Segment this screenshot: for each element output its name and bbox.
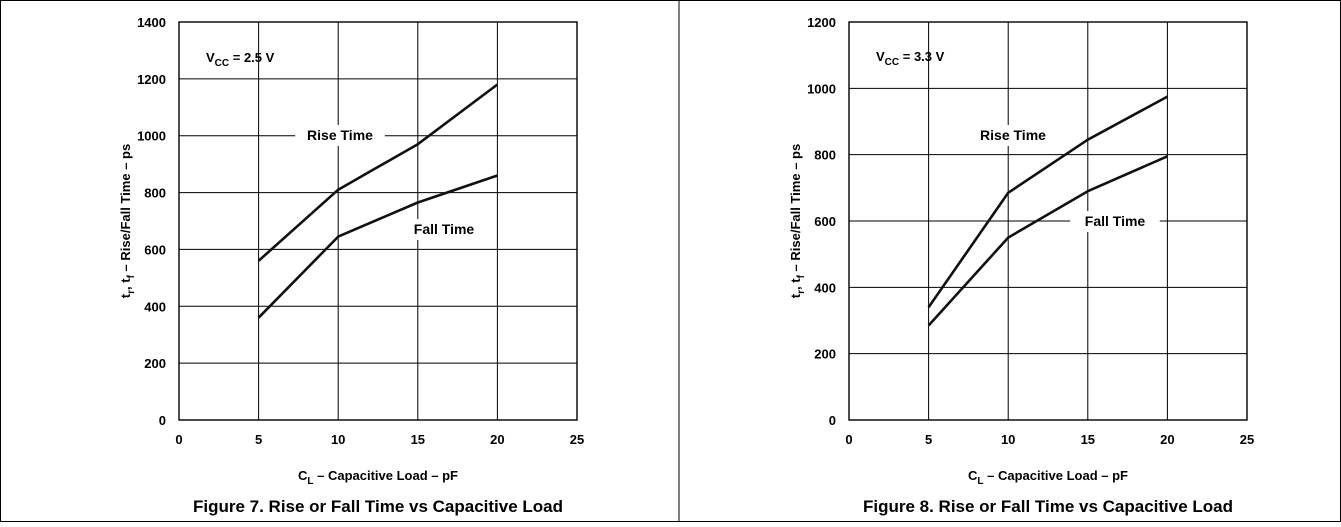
y-tick-label: 400 (144, 299, 166, 314)
y-tick-label: 600 (814, 214, 836, 229)
x-tick-label: 10 (331, 432, 345, 447)
y-tick-label: 1200 (807, 15, 836, 30)
y-tick-label: 600 (144, 242, 166, 257)
x-axis-label: CL – Capacitive Load – pF (298, 468, 458, 487)
series-line-rise-time (927, 95, 1169, 308)
y-tick-label: 0 (829, 413, 836, 428)
x-tick-label: 25 (570, 432, 584, 447)
x-tick-label: 0 (175, 432, 182, 447)
y-axis-label: tr, tf – Rise/Fall Time – ps (118, 144, 137, 298)
series-label-bg (295, 125, 385, 146)
y-tick-label: 200 (814, 347, 836, 362)
x-tick-label: 15 (411, 432, 425, 447)
y-tick-label: 200 (144, 356, 166, 371)
x-tick-label: 15 (1081, 432, 1095, 447)
vcc-annotation: VCC = 3.3 V (876, 49, 945, 68)
series-label-bg (399, 219, 489, 240)
series-line-fall-time (257, 174, 498, 319)
series-line-rise-time (257, 83, 499, 262)
x-tick-label: 5 (255, 432, 262, 447)
plot-area-border (178, 21, 578, 421)
series-line-fall-time (927, 155, 1168, 327)
series-label-rise-time: Rise Time (307, 127, 373, 143)
chart-figure-8: Rise Time Fall Time 0 5 10 15 20 25 0 200 400 600 8… (788, 15, 1254, 516)
series-label-bg (1070, 211, 1160, 232)
y-tick-label: 800 (814, 148, 836, 163)
figure-caption: Figure 7. Rise or Fall Time vs Capacitiv… (193, 497, 563, 516)
figure-caption: Figure 8. Rise or Fall Time vs Capacitiv… (863, 497, 1233, 516)
y-tick-label: 1200 (137, 72, 166, 87)
plot-area-border (848, 21, 1248, 421)
chart-figure-7: Rise Time Fall Time 0 5 10 15 20 25 0 200 400 600 8… (118, 15, 584, 516)
x-tick-label: 20 (1160, 432, 1174, 447)
x-tick-label: 20 (490, 432, 504, 447)
x-tick-label: 25 (1240, 432, 1254, 447)
x-tick-label: 10 (1001, 432, 1015, 447)
y-tick-label: 800 (144, 186, 166, 201)
y-tick-label: 1000 (137, 129, 166, 144)
series-label-rise-time: Rise Time (980, 127, 1046, 143)
y-tick-label: 400 (814, 280, 836, 295)
series-label-fall-time: Fall Time (414, 221, 475, 237)
y-tick-label: 1400 (137, 15, 166, 30)
y-tick-label: 0 (159, 413, 166, 428)
vcc-annotation: VCC = 2.5 V (206, 50, 275, 69)
y-tick-label: 1000 (807, 81, 836, 96)
series-label-fall-time: Fall Time (1085, 213, 1146, 229)
x-axis-label: CL – Capacitive Load – pF (968, 468, 1128, 487)
x-tick-label: 5 (925, 432, 932, 447)
series-label-bg (968, 125, 1058, 146)
x-tick-label: 0 (845, 432, 852, 447)
y-axis-label: tr, tf – Rise/Fall Time – ps (788, 144, 807, 298)
